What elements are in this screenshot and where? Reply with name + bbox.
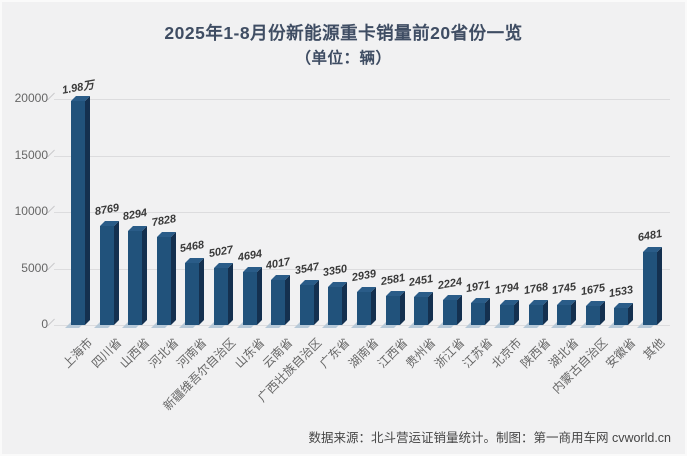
bar-side-face <box>657 246 662 325</box>
x-axis-label: 河北省 <box>145 335 182 371</box>
bar-side-face <box>399 290 405 325</box>
x-axis-label: 江苏省 <box>460 335 496 371</box>
bar-side-face <box>199 258 205 325</box>
chart-subtitle: （单位：辆） <box>295 50 392 67</box>
bar <box>328 287 343 325</box>
bar <box>614 307 629 325</box>
x-axis-label: 北京市 <box>488 335 525 371</box>
y-axis-tick-label: 20000 <box>14 91 48 105</box>
bar <box>71 101 85 325</box>
bar <box>128 231 143 325</box>
gridline <box>54 268 670 270</box>
x-axis-label: 陕西省 <box>517 335 553 371</box>
bar-side-face <box>342 282 348 325</box>
bar-side-face <box>371 286 376 325</box>
bar <box>557 305 572 325</box>
x-axis-label: 浙江省 <box>431 335 468 371</box>
x-axis-label: 山西省 <box>117 335 153 371</box>
bar-value-label: 6481 <box>636 227 664 244</box>
bar-side-face <box>142 226 148 325</box>
x-axis-label: 四川省 <box>88 335 124 371</box>
x-axis-label: 山东省 <box>231 335 267 371</box>
bar <box>585 306 600 325</box>
bar-side-face <box>313 279 319 325</box>
bar-side-face <box>228 263 233 325</box>
x-axis-label: 江西省 <box>374 335 410 371</box>
bar <box>185 263 200 325</box>
y-axis-tick-label: 0 <box>41 317 48 331</box>
x-axis-label: 上海市 <box>59 335 96 371</box>
bar <box>357 291 371 325</box>
bar <box>99 225 114 325</box>
bar <box>242 271 257 325</box>
bar <box>299 284 314 325</box>
chart-title: 2025年1-8月份新能源重卡销量前20省份一览 <box>164 23 523 43</box>
y-axis-tick-label: 5000 <box>21 260 48 275</box>
bar <box>271 279 286 325</box>
bar-side-face <box>256 266 262 325</box>
y-axis-tick-label: 15000 <box>14 147 48 162</box>
gridline <box>54 99 670 100</box>
bar <box>528 305 543 325</box>
bar <box>500 304 514 325</box>
gridline <box>54 212 670 213</box>
bar <box>156 236 171 325</box>
bar-side-face <box>285 274 291 325</box>
x-axis-label: 贵州省 <box>403 335 439 371</box>
bar <box>385 295 400 325</box>
x-axis-label: 湖南省 <box>345 335 382 371</box>
x-axis-label: 安徽省 <box>603 335 639 371</box>
bar-side-face <box>428 292 434 325</box>
bar <box>471 302 486 325</box>
bar <box>643 251 657 325</box>
bar <box>414 297 429 325</box>
bar-side-face <box>113 220 119 325</box>
bar <box>214 268 228 325</box>
x-axis-label: 其他 <box>640 335 668 363</box>
chart-source-note: 数据来源：北斗营运证销量统计。制图：第一商用车网 cvworld.cn <box>308 431 671 445</box>
gridline <box>54 155 670 157</box>
x-axis-label: 广东省 <box>317 335 353 371</box>
y-axis-tick-label: 10000 <box>14 204 48 218</box>
bar <box>442 299 457 325</box>
